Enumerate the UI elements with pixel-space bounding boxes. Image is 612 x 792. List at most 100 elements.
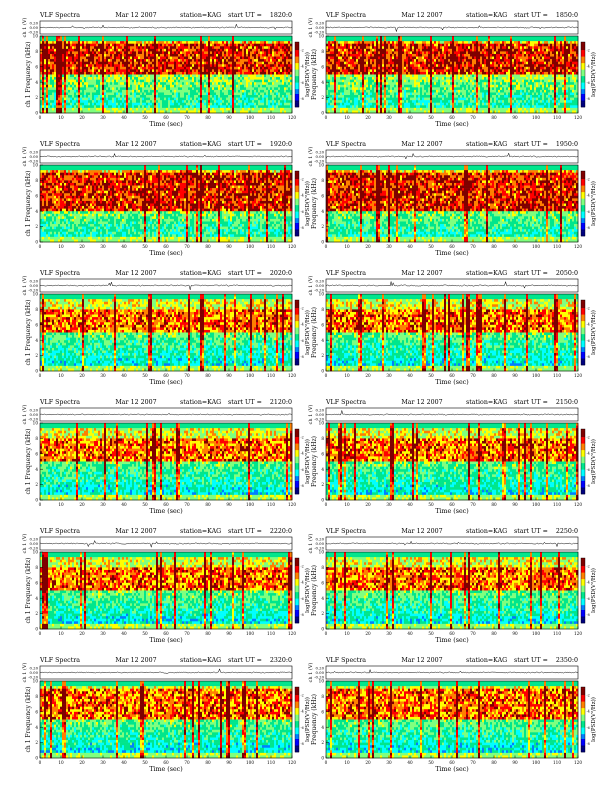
spectrogram-cell: [328, 87, 331, 91]
spectrogram-cell: [118, 38, 121, 42]
spectrogram-cell: [176, 64, 179, 68]
spectrogram-cell: [170, 66, 173, 70]
spectrogram-cell: [98, 95, 101, 98]
spectrogram-cell: [126, 89, 129, 93]
spectrogram-cell: [116, 100, 119, 104]
spectrogram-cell: [194, 53, 197, 57]
spectrogram-cell: [356, 41, 359, 44]
spectrogram-cell: [354, 51, 357, 55]
spectrogram-cell: [368, 61, 371, 65]
spectrogram-cell: [282, 74, 285, 78]
spectrogram-cell: [176, 43, 179, 47]
spectrogram-cell: [210, 56, 213, 60]
spectrogram-cell: [192, 56, 195, 60]
spectrogram-cell: [198, 84, 201, 88]
spectrogram-cell: [106, 100, 109, 104]
spectrogram-cell: [196, 95, 199, 98]
spectrogram-cell: [92, 87, 95, 91]
spectrogram-cell: [398, 71, 401, 75]
spectrogram-cell: [244, 79, 247, 83]
spectrogram-cell: [342, 64, 345, 68]
spectrogram-cell: [100, 46, 103, 50]
spectrogram-cell: [392, 46, 395, 50]
spectrogram-cell: [382, 51, 385, 55]
spectrogram-cell: [262, 92, 265, 96]
spectrogram-cell: [110, 95, 113, 98]
spectrogram-cell: [96, 61, 99, 65]
spectrogram-cell: [70, 97, 73, 101]
spectrogram-cell: [128, 43, 131, 47]
spectrogram-cell: [186, 59, 189, 62]
spectrogram-cell: [262, 59, 265, 62]
spectrogram-cell: [56, 66, 59, 70]
spectrogram-cell: [272, 41, 275, 44]
spectrogram-cell: [86, 79, 89, 83]
spectrogram-cell: [180, 51, 183, 55]
spectrogram-cell: [282, 79, 285, 83]
spectrogram-cell: [234, 77, 237, 80]
spectrogram-cell: [342, 87, 345, 91]
spectrogram-cell: [174, 46, 177, 50]
spectrogram-cell: [346, 107, 349, 111]
spectrogram-cell: [108, 89, 111, 93]
spectrogram-cell: [180, 92, 183, 96]
spectrogram-cell: [66, 51, 69, 55]
spectrogram-cell: [118, 82, 121, 86]
spectrogram-xtick-label: 60: [163, 115, 169, 120]
spectrogram-cell: [122, 36, 125, 39]
spectrogram-cell: [164, 89, 167, 93]
spectrogram-cell: [218, 110, 221, 114]
spectrogram-cell: [154, 84, 157, 88]
spectrogram-cell: [136, 38, 139, 42]
spectrogram-cell: [246, 64, 249, 68]
spectrogram-cell: [162, 89, 165, 93]
spectrogram-cell: [330, 53, 333, 57]
spectrogram-cell: [286, 36, 289, 39]
spectrogram-cell: [286, 92, 289, 96]
spectrogram-cell: [132, 87, 135, 91]
spectrogram-cell: [278, 66, 281, 70]
spectrogram-cell: [120, 97, 123, 101]
spectrogram-cell: [262, 61, 265, 65]
spectrogram-cell: [262, 36, 265, 39]
spectrogram-cell: [248, 97, 251, 101]
spectrogram-cell: [280, 77, 283, 80]
spectrogram-cell: [78, 110, 81, 114]
spectrogram-cell: [270, 82, 273, 86]
spectrogram-cell: [116, 84, 119, 88]
spectrogram-cell: [380, 43, 383, 47]
spectrogram-cell: [230, 46, 233, 50]
spectrogram-cell: [378, 61, 381, 65]
spectrogram-cell: [382, 38, 385, 42]
spectrogram-cell: [50, 53, 53, 57]
spectrogram-cell: [180, 105, 183, 109]
spectrogram-cell: [100, 97, 103, 101]
spectrogram-cell: [228, 89, 231, 93]
spectrogram-cell: [54, 89, 57, 93]
spectrogram-cell: [112, 79, 115, 83]
spectrogram-cell: [248, 84, 251, 88]
spectrogram-cell: [104, 51, 107, 55]
spectrogram-cell: [264, 107, 267, 111]
spectrogram-cell: [144, 51, 147, 55]
spectrogram-cell: [390, 61, 393, 65]
spectrogram-cell: [244, 107, 247, 111]
spectrogram-cell: [114, 36, 117, 39]
spectrogram-cell: [384, 64, 387, 68]
spectrogram-cell: [54, 56, 57, 60]
spectrogram-cell: [192, 110, 195, 114]
spectrogram-cell: [184, 87, 187, 91]
spectrogram-cell: [344, 95, 347, 98]
spectrogram-cell: [282, 53, 285, 57]
spectrogram-cell: [124, 59, 127, 62]
spectrogram-cell: [384, 74, 387, 78]
spectrogram-cell: [158, 95, 161, 98]
spectrogram-cell: [126, 105, 129, 109]
spectrogram-cell: [222, 59, 225, 62]
spectrogram-cell: [150, 107, 153, 111]
spectrogram-cell: [240, 107, 243, 111]
spectrogram-cell: [48, 41, 51, 44]
spectrogram-cell: [44, 105, 47, 109]
spectrogram-cell: [208, 41, 211, 44]
spectrogram-cell: [86, 74, 89, 78]
